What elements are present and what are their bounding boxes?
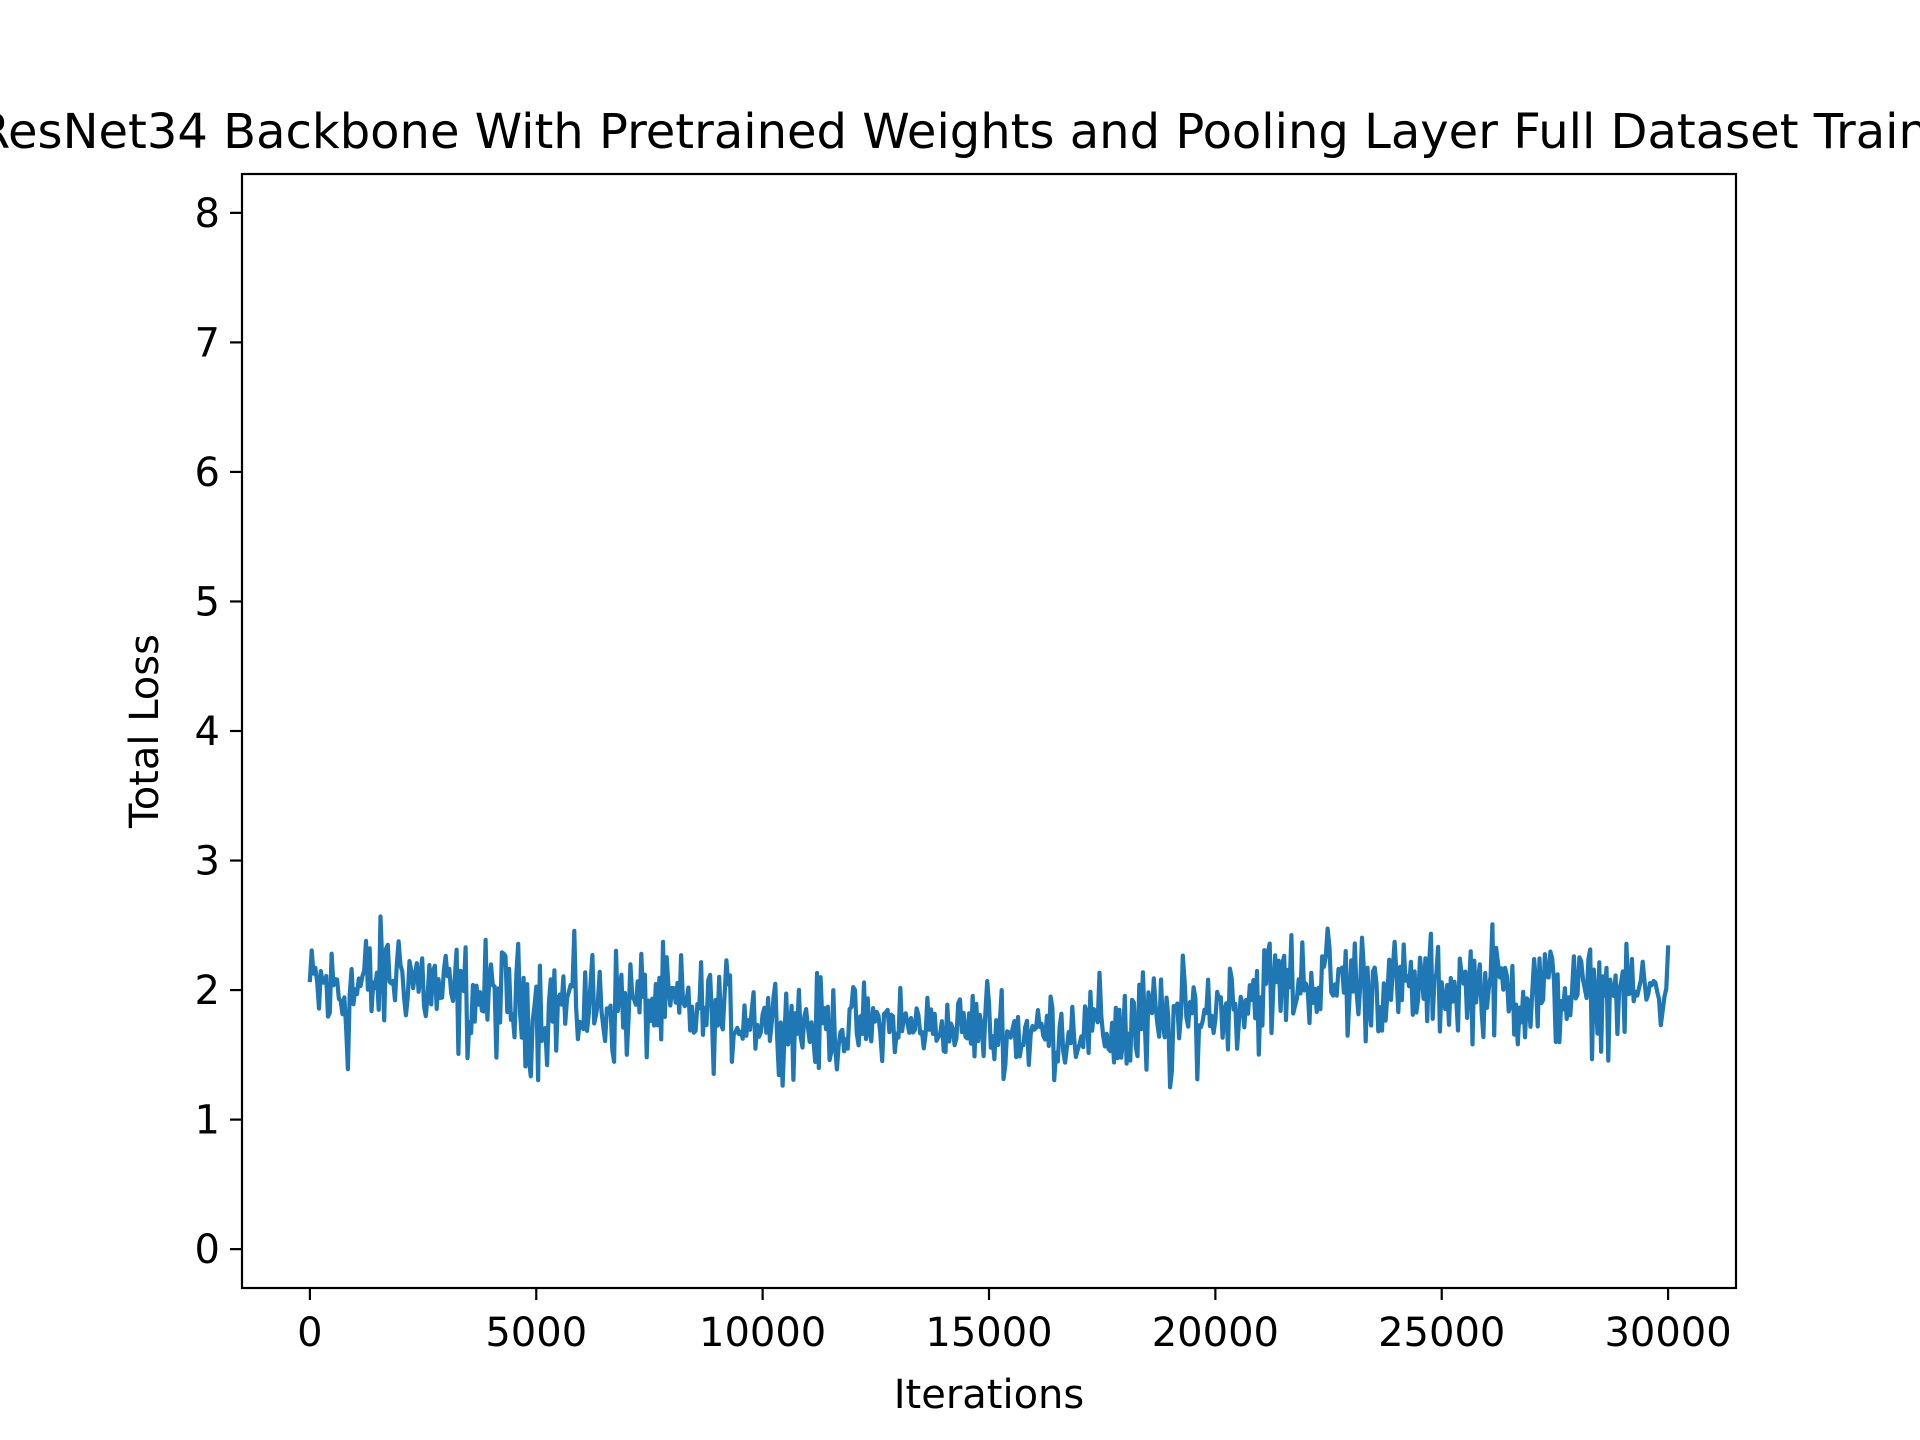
y-tick-label: 2 [195,968,220,1014]
x-tick-label: 30000 [1604,1310,1731,1356]
x-tick-label: 25000 [1378,1310,1505,1356]
y-tick-label: 7 [195,320,220,366]
x-tick-label: 0 [297,1310,322,1356]
chart-title: ResNet34 Backbone With Pretrained Weight… [0,104,1920,160]
y-axis-label: Total Loss [122,634,168,829]
y-tick-label: 1 [195,1098,220,1144]
y-tick-label: 5 [195,579,220,625]
y-tick-label: 6 [195,450,220,496]
x-tick-label: 10000 [699,1310,826,1356]
loss-series-line [307,914,1671,1090]
y-tick-label: 0 [195,1227,220,1273]
y-tick-label: 4 [195,709,220,755]
plot-area-frame [240,172,1738,1290]
x-axis-label: Iterations [894,1372,1085,1418]
y-axis-ticks: 0 1 2 3 4 5 6 7 8 [195,191,242,1273]
x-tick-label: 5000 [485,1310,587,1356]
x-axis-ticks: 0 5000 10000 15000 20000 25000 30000 [297,1288,1732,1356]
x-tick-label: 20000 [1152,1310,1279,1356]
y-tick-label: 8 [195,191,220,237]
x-tick-label: 15000 [925,1310,1052,1356]
series-layer [307,914,1671,1090]
y-tick-label: 3 [195,839,220,885]
